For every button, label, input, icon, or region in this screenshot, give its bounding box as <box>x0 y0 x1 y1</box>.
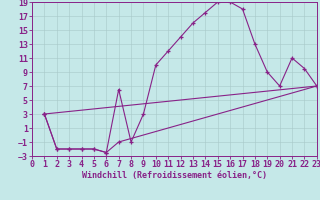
X-axis label: Windchill (Refroidissement éolien,°C): Windchill (Refroidissement éolien,°C) <box>82 171 267 180</box>
